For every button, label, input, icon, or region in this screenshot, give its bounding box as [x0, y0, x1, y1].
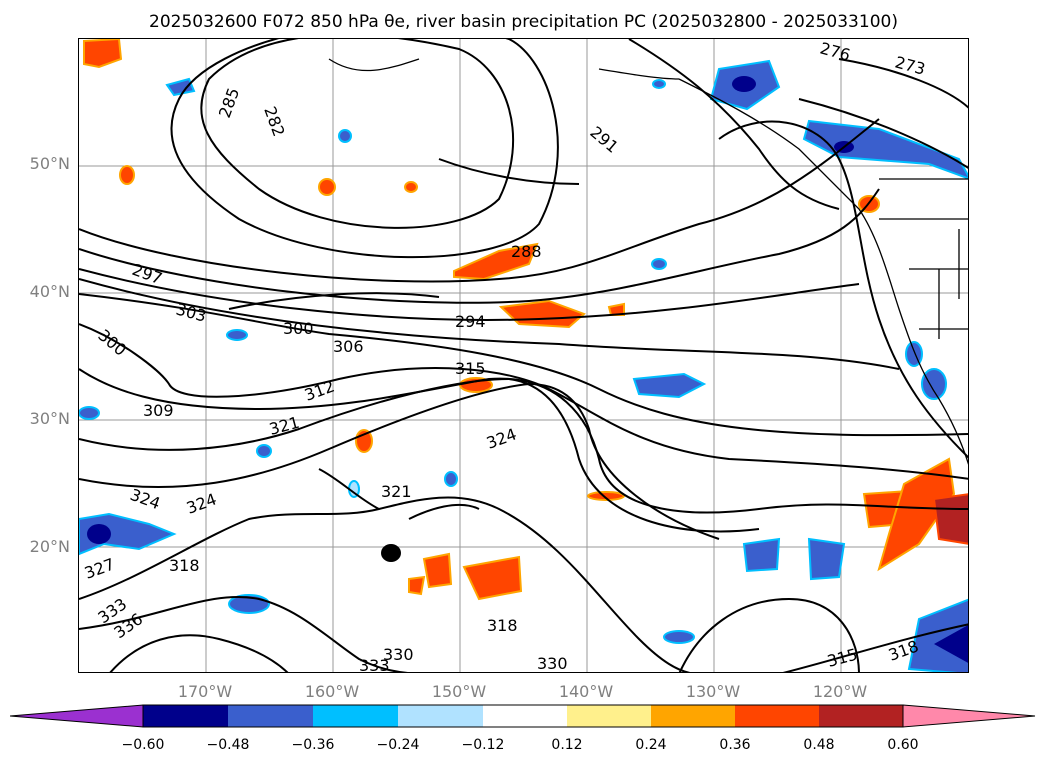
precip-areas: [79, 39, 968, 672]
contour-label: 276: [818, 39, 852, 65]
contour-label: 294: [455, 312, 486, 331]
colorbar-bin: [735, 705, 819, 727]
coastline: [328, 58, 968, 465]
theta-e-contours: [79, 39, 968, 672]
colorbar-bin: [483, 705, 567, 727]
colorbar-tick: 0.24: [635, 737, 667, 753]
contour-label: 324: [484, 424, 519, 452]
contour-label: 318: [487, 616, 518, 635]
contour-label: 324: [184, 489, 219, 517]
contour-label: 321: [381, 482, 412, 501]
hawaii-island: [381, 544, 401, 562]
contour-label: 309: [143, 401, 174, 420]
colorbar-extend-low: [10, 704, 144, 728]
contour-label: 300: [283, 319, 314, 338]
colorbar-extend-high: [902, 704, 1036, 728]
colorbar-tick: −0.36: [291, 737, 335, 753]
lon-label-150w: 150°W: [431, 682, 487, 701]
lat-label-50n: 50°N: [29, 154, 70, 173]
colorbar-bin: [313, 705, 398, 727]
lat-label-20n: 20°N: [29, 537, 70, 556]
colorbar-bin: [398, 705, 483, 727]
contour-label: 324: [128, 485, 163, 513]
contour-label: 306: [333, 337, 364, 356]
contour-label: 333: [359, 656, 390, 673]
contour-label: 327: [82, 554, 117, 582]
colorbar-bin: [228, 705, 313, 727]
contour-label: 330: [383, 645, 414, 664]
colorbar-tick: 0.60: [887, 737, 919, 753]
colorbar-bin: [567, 705, 651, 727]
colorbar-tick: −0.60: [121, 737, 165, 753]
contour-label: 315: [455, 359, 486, 378]
contour-label: 318: [169, 556, 200, 575]
lon-label-120w: 120°W: [812, 682, 868, 701]
contour-label: 297: [130, 260, 165, 288]
contour-label: 282: [260, 104, 288, 139]
colorbar-tick: 0.48: [803, 737, 835, 753]
contour-labels: 285 282 276 273 288 291 297 303 300 300 …: [82, 39, 928, 673]
colorbar-tick: −0.48: [206, 737, 250, 753]
map-canvas: 285 282 276 273 288 291 297 303 300 300 …: [79, 39, 968, 673]
contour-label: 312: [302, 376, 337, 404]
colorbar-bin: [651, 705, 735, 727]
colorbar-tick: −0.24: [376, 737, 420, 753]
lat-label-40n: 40°N: [29, 282, 70, 301]
lon-label-130w: 130°W: [685, 682, 741, 701]
contour-label: 315: [825, 645, 859, 671]
lat-label-30n: 30°N: [29, 409, 70, 428]
colorbar-tick: 0.36: [719, 737, 751, 753]
contour-label: 288: [511, 242, 542, 261]
lon-label-170w: 170°W: [177, 682, 233, 701]
colorbar-bin: [143, 705, 228, 727]
colorbar-tick: −0.12: [461, 737, 505, 753]
colorbar-bin: [819, 705, 903, 727]
map-panel: 285 282 276 273 288 291 297 303 300 300 …: [78, 38, 969, 673]
contour-label: 273: [893, 53, 927, 79]
contour-label: 330: [537, 654, 568, 673]
contour-label: 285: [215, 85, 243, 120]
map-title: 2025032600 F072 850 hPa θe, river basin …: [149, 12, 898, 32]
contour-label: 300: [94, 326, 130, 360]
colorbar-tick: 0.12: [551, 737, 583, 753]
colorbar: [10, 704, 1036, 728]
lon-label-160w: 160°W: [304, 682, 360, 701]
contour-label: 291: [586, 123, 622, 157]
contour-label: 303: [174, 300, 208, 326]
contour-label: 321: [267, 413, 301, 439]
lon-label-140w: 140°W: [558, 682, 614, 701]
